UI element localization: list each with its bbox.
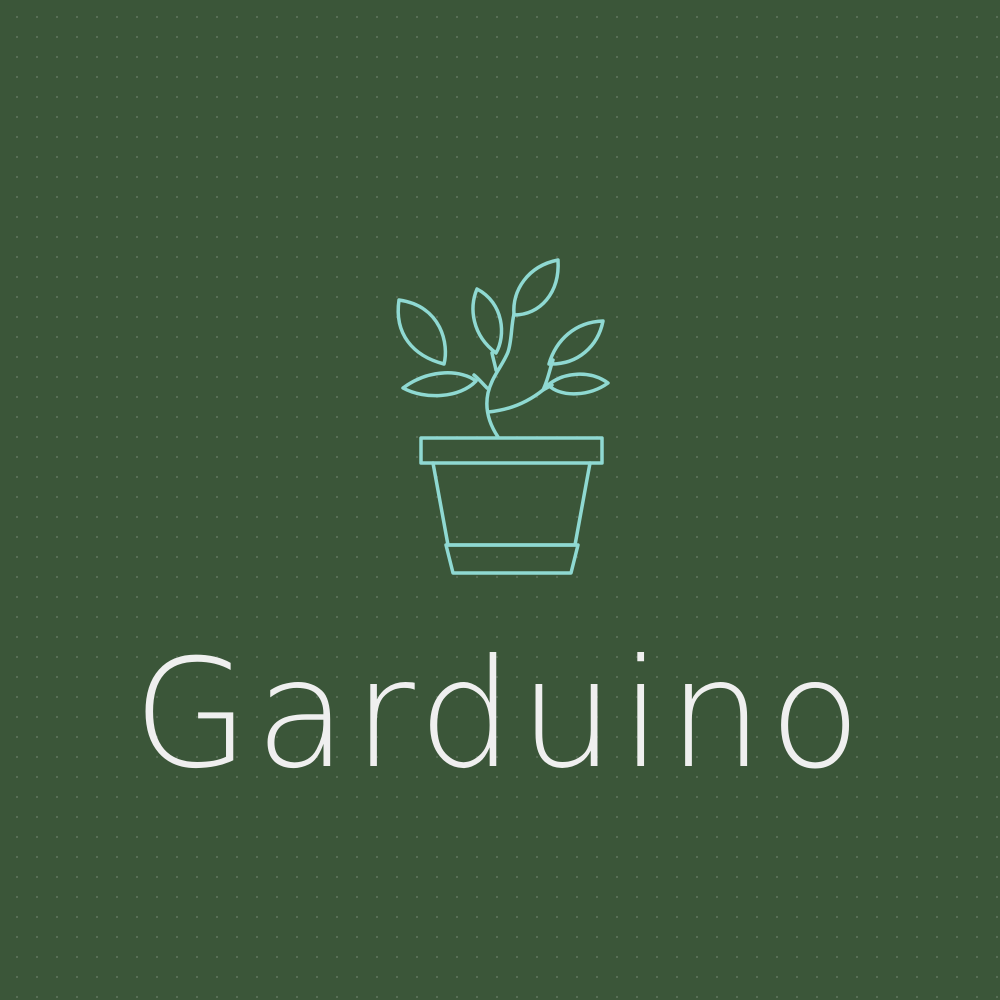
leaf-right-lower [546,372,610,396]
pot-rim [419,436,604,465]
leaf-left-lower [401,371,478,398]
plant-branch-upper-left [490,351,498,372]
plant-branch-left [472,373,489,390]
leaf-top [512,258,560,317]
leaf-center-left [471,287,504,355]
pot-body [431,461,592,547]
leaf-right-upper [547,319,605,366]
leaf-left-upper [396,298,448,366]
plant-stem [485,312,516,439]
pot-saucer [444,543,580,575]
brand-wordmark: Garduino [133,628,867,802]
